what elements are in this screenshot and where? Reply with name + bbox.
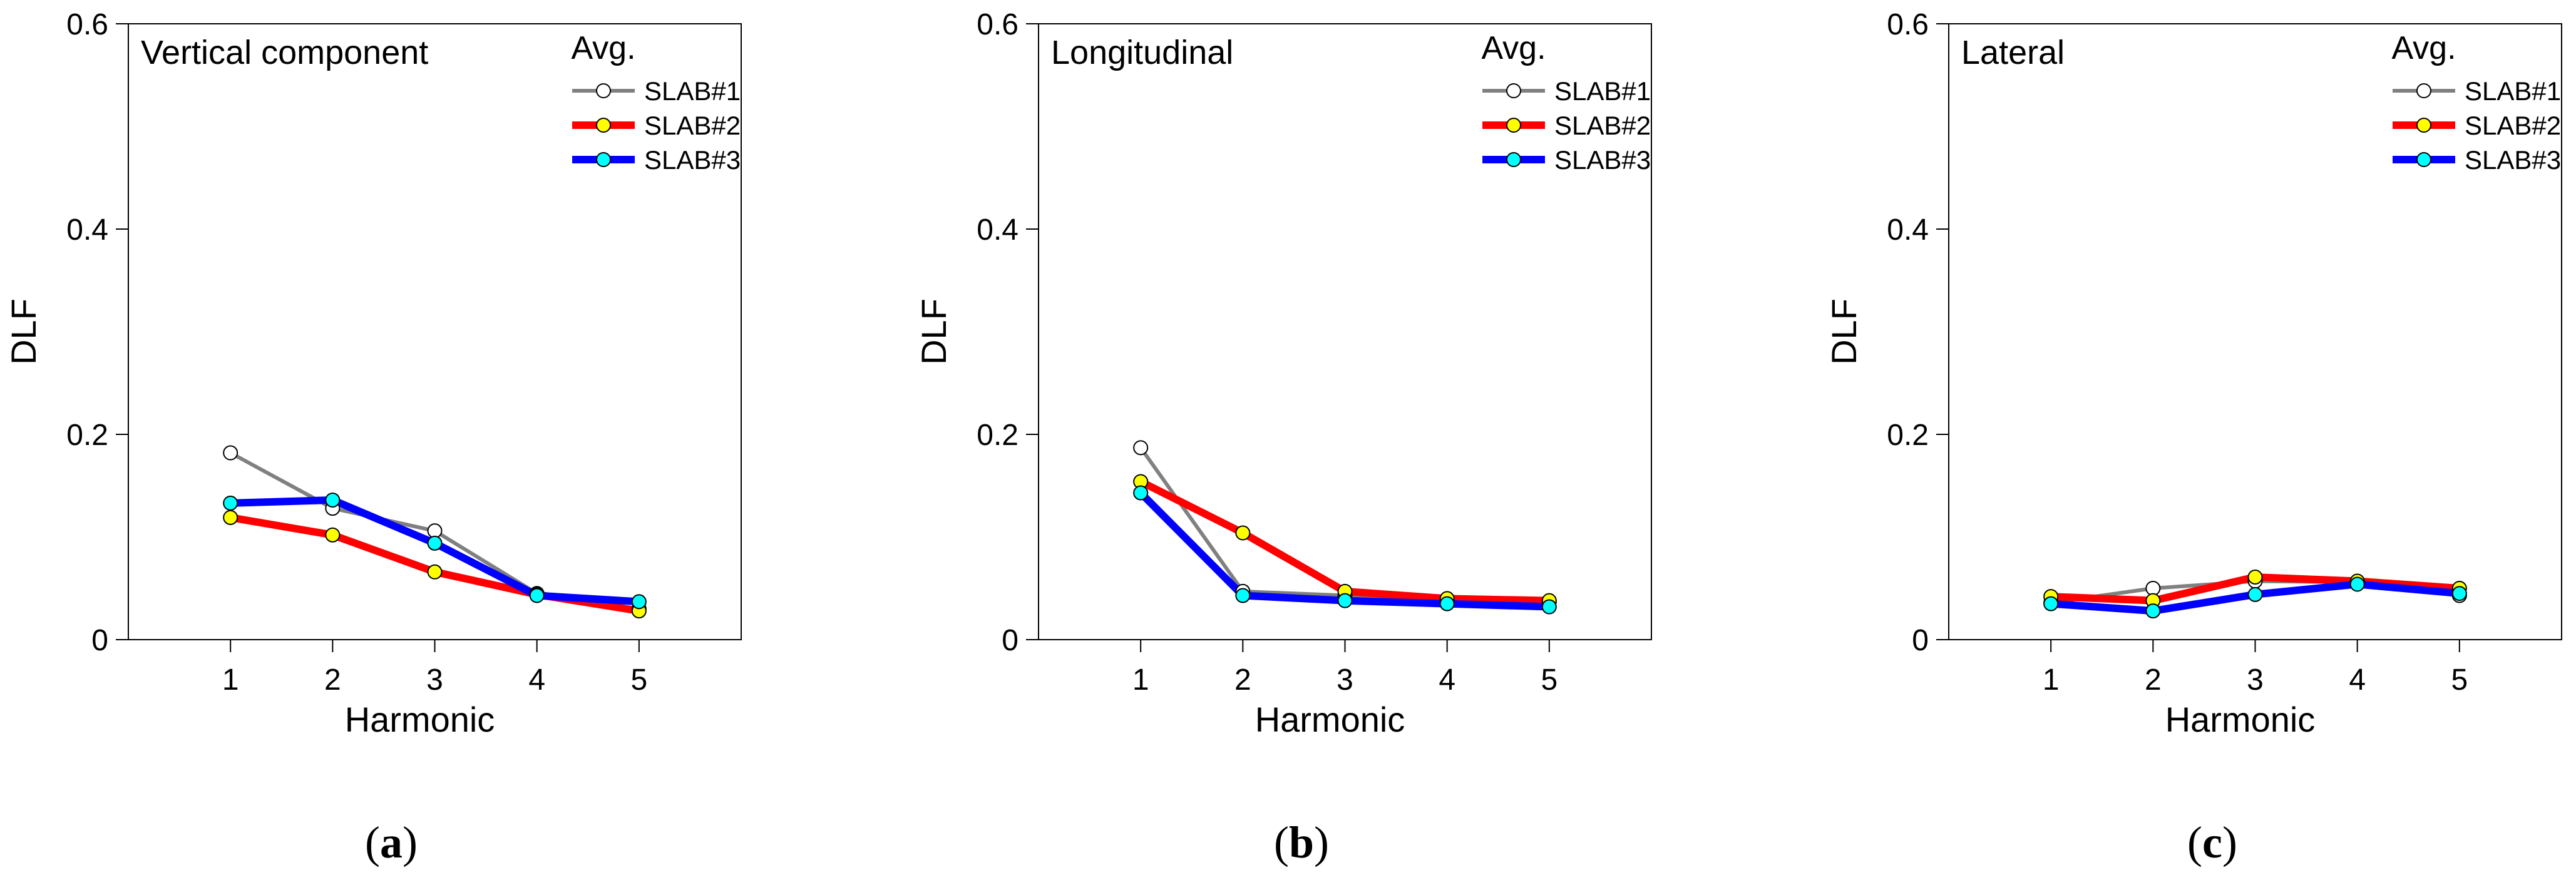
x-tick-label: 5 (2451, 663, 2468, 697)
panel-caption-b: (b) (1273, 817, 1329, 867)
legend-marker (2416, 83, 2431, 98)
x-tick-label: 3 (2247, 663, 2264, 697)
data-point (1439, 596, 1455, 611)
legend-marker (596, 152, 611, 167)
legend-marker (596, 83, 611, 98)
x-tick-label: 5 (1541, 663, 1557, 697)
legend-marker (1506, 83, 1521, 98)
data-point (223, 495, 239, 511)
legend-marker (2416, 118, 2431, 133)
chart-panel-b: 0 0.2 0.4 0.6 1 2 3 4 5 Harmonic DLF Longitudinal Av… (914, 8, 1652, 739)
x-tick-label: 3 (1337, 663, 1353, 697)
y-axis-label: DLF (1824, 299, 1864, 365)
y-tick-label: 0.4 (66, 213, 108, 247)
data-point (223, 445, 239, 461)
y-axis-label: DLF (914, 299, 953, 365)
x-axis-label: Harmonic (2165, 700, 2316, 739)
y-tick-label: 0 (91, 624, 108, 657)
data-point (427, 535, 443, 551)
data-point (1235, 525, 1251, 541)
x-tick-label: 4 (2349, 663, 2366, 697)
x-tick-label: 2 (1234, 663, 1251, 697)
y-tick-label: 0.6 (977, 8, 1019, 41)
data-point (325, 527, 341, 543)
panel-caption-a: (a) (365, 817, 418, 867)
y-tick-label: 0 (1912, 624, 1929, 657)
series-line-slab1 (1139, 446, 1549, 605)
data-point (325, 492, 341, 508)
data-point (1541, 599, 1557, 615)
panel-title: Lateral (1961, 34, 2065, 71)
data-point (2247, 586, 2263, 602)
x-tick-label: 1 (2043, 663, 2060, 697)
data-point (2247, 569, 2263, 585)
x-tick-label: 4 (528, 663, 545, 697)
y-tick-label: 0.6 (1887, 8, 1929, 41)
legend-title: Avg. (2391, 30, 2456, 66)
x-tick-label: 2 (324, 663, 341, 697)
data-point (2349, 576, 2365, 592)
data-point (1235, 588, 1251, 603)
legend-entry: SLAB#3 (2465, 145, 2561, 175)
data-point (631, 594, 647, 610)
y-tick-label: 0 (1002, 624, 1019, 657)
legend-entry: SLAB#3 (644, 145, 741, 175)
x-axis-label: Harmonic (345, 700, 495, 739)
legend-entry: SLAB#1 (1554, 76, 1651, 106)
y-tick-label: 0.2 (1887, 419, 1929, 452)
legend-entry: SLAB#3 (1554, 145, 1651, 175)
data-point (1337, 593, 1353, 608)
legend-title: Avg. (1481, 30, 1546, 66)
panel-caption-c: (c) (2187, 817, 2237, 867)
legend-entry: SLAB#1 (644, 76, 741, 106)
legend-marker (1506, 118, 1521, 133)
series-line-slab2 (1139, 478, 1549, 605)
y-tick-label: 0.2 (66, 419, 108, 452)
x-tick-label: 1 (222, 663, 239, 697)
panel-title: Vertical component (141, 34, 428, 71)
data-point (223, 509, 239, 525)
y-tick-label: 0.6 (66, 8, 108, 41)
y-axis-label: DLF (4, 299, 43, 365)
chart-panel-a: 0 0.2 0.4 0.6 1 2 3 4 5 Harmonic DLF Vertical compo… (4, 8, 742, 739)
legend-marker (596, 118, 611, 133)
x-tick-label: 3 (426, 663, 443, 697)
chart-panel-c: 0 0.2 0.4 0.6 1 2 3 4 5 Harmonic DLF Lateral Avg. SLA… (1824, 8, 2562, 739)
x-tick-label: 2 (2145, 663, 2162, 697)
data-point (2451, 586, 2467, 601)
y-tick-label: 0.4 (977, 213, 1019, 247)
series-line-slab3 (230, 496, 640, 606)
x-axis-label: Harmonic (1255, 700, 1405, 739)
data-point (2043, 596, 2059, 611)
legend-entry: SLAB#2 (644, 111, 741, 140)
data-point (529, 588, 545, 603)
legend-marker (2416, 152, 2431, 167)
data-point (1133, 440, 1149, 456)
legend-entry: SLAB#2 (1554, 111, 1651, 140)
data-point (2145, 603, 2161, 619)
x-tick-label: 4 (1439, 663, 1455, 697)
legend-entry: SLAB#1 (2465, 76, 2561, 106)
panel-title: Longitudinal (1051, 34, 1233, 71)
data-point (427, 564, 443, 580)
legend-entry: SLAB#2 (2465, 111, 2561, 140)
legend-marker (1506, 152, 1521, 167)
y-tick-label: 0.4 (1887, 213, 1929, 247)
x-tick-label: 1 (1132, 663, 1149, 697)
x-tick-label: 5 (630, 663, 647, 697)
y-tick-label: 0.2 (977, 419, 1019, 452)
legend-title: Avg. (571, 30, 635, 66)
data-point (1133, 485, 1149, 501)
